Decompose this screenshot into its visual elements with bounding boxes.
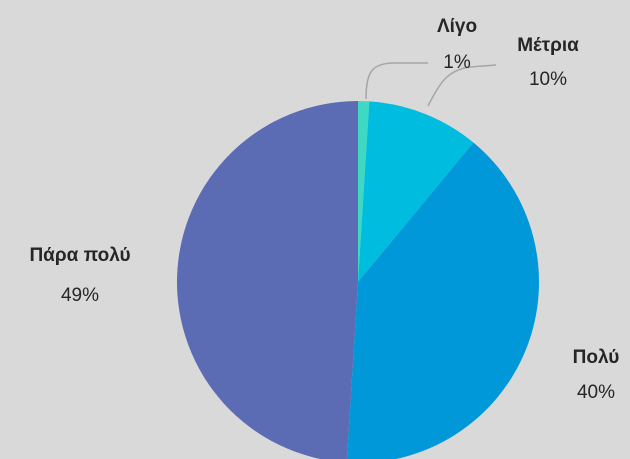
slice-label: Πολύ xyxy=(573,347,620,368)
slice-value-label: 40% xyxy=(577,382,615,403)
pie-slice xyxy=(358,101,370,282)
leader-line xyxy=(365,62,428,100)
slice-value-label: 10% xyxy=(529,69,567,90)
pie-slice xyxy=(358,101,474,282)
slice-label: Λίγο xyxy=(437,16,477,37)
slice-value-label: 1% xyxy=(443,52,471,73)
pie-slice xyxy=(346,142,539,459)
slice-value-label: 49% xyxy=(61,285,99,306)
pie xyxy=(177,101,539,459)
leader-line xyxy=(427,64,497,107)
slice-label: Μέτρια xyxy=(517,35,579,56)
slice-label: Πάρα πολύ xyxy=(29,245,130,266)
pie-slice xyxy=(177,101,358,459)
